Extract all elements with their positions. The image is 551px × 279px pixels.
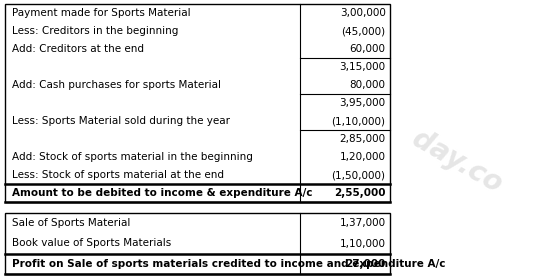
Text: Book value of Sports Materials: Book value of Sports Materials — [12, 239, 171, 249]
Text: 1,37,000: 1,37,000 — [339, 218, 386, 228]
Text: Less: Stock of sports material at the end: Less: Stock of sports material at the en… — [12, 170, 224, 180]
Text: 2,55,000: 2,55,000 — [334, 188, 386, 198]
Text: (45,000): (45,000) — [342, 26, 386, 36]
Text: Add: Cash purchases for sports Material: Add: Cash purchases for sports Material — [12, 80, 220, 90]
Text: 1,10,000: 1,10,000 — [339, 239, 386, 249]
Text: 80,000: 80,000 — [349, 80, 386, 90]
Text: 27,000: 27,000 — [345, 259, 386, 269]
Text: 3,95,000: 3,95,000 — [339, 98, 386, 108]
Text: Amount to be debited to income & expenditure A/c: Amount to be debited to income & expendi… — [12, 188, 312, 198]
Bar — [5, 4, 390, 202]
Text: (1,10,000): (1,10,000) — [332, 116, 386, 126]
Text: Add: Stock of sports material in the beginning: Add: Stock of sports material in the beg… — [12, 152, 252, 162]
Text: Add: Creditors at the end: Add: Creditors at the end — [12, 44, 144, 54]
Text: 2,85,000: 2,85,000 — [339, 134, 386, 144]
Text: 60,000: 60,000 — [349, 44, 386, 54]
Text: Sale of Sports Material: Sale of Sports Material — [12, 218, 130, 228]
Text: 3,15,000: 3,15,000 — [339, 62, 386, 72]
Text: Profit on Sale of sports materials credited to income and expenditure A/c: Profit on Sale of sports materials credi… — [12, 259, 445, 269]
Text: day.co: day.co — [407, 125, 507, 199]
Text: 3,00,000: 3,00,000 — [340, 8, 386, 18]
Text: Payment made for Sports Material: Payment made for Sports Material — [12, 8, 190, 18]
Text: 1,20,000: 1,20,000 — [339, 152, 386, 162]
Text: Less: Sports Material sold during the year: Less: Sports Material sold during the ye… — [12, 116, 230, 126]
Text: (1,50,000): (1,50,000) — [332, 170, 386, 180]
Text: Less: Creditors in the beginning: Less: Creditors in the beginning — [12, 26, 178, 36]
Bar — [5, 213, 390, 274]
